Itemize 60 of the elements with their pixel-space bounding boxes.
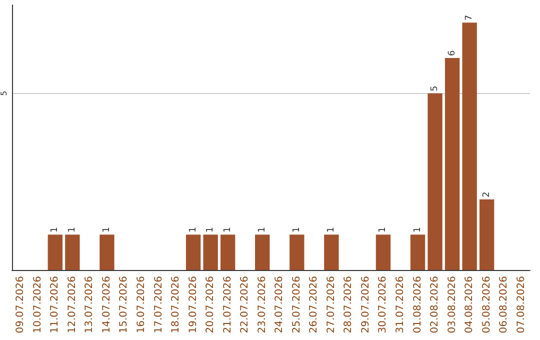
x-tick-label: 05.08.2026 [481, 276, 492, 334]
x-tick-label: 10.07.2026 [32, 276, 44, 334]
x-tick-label: 18.07.2026 [170, 276, 182, 334]
data-label: 1 [222, 226, 233, 233]
x-tick-label: 19.07.2026 [188, 276, 199, 334]
x-tick-label: 29.07.2026 [360, 276, 372, 334]
bar [100, 234, 114, 270]
data-label: 1 [206, 226, 216, 233]
x-tick-label: 28.07.2026 [343, 276, 354, 334]
x-tick-label: 27.07.2026 [326, 276, 337, 334]
data-label: 1 [292, 226, 302, 233]
bar [48, 234, 63, 270]
data-label: 1 [188, 226, 198, 233]
data-label: 1 [50, 226, 60, 233]
x-tick-label: 30.07.2026 [378, 276, 389, 334]
bar [255, 234, 270, 270]
x-tick-label: 20.07.2026 [205, 276, 216, 334]
bar [324, 234, 339, 270]
x-tick-label: 07.08.2026 [516, 276, 527, 334]
bar [462, 22, 477, 270]
data-label: 1 [67, 226, 78, 233]
bar [290, 234, 304, 270]
x-tick-label: 31.07.2026 [395, 276, 406, 334]
x-tick-label: 04.08.2026 [464, 276, 476, 334]
x-tick-label: 12.07.2026 [66, 276, 78, 334]
x-tick-label: 21.07.2026 [222, 276, 234, 334]
x-tick-label: 03.08.2026 [446, 276, 458, 334]
bar [479, 199, 494, 270]
x-tick-label: 01.08.2026 [412, 276, 424, 334]
data-label: 1 [326, 226, 336, 233]
bar [65, 234, 80, 270]
x-tick-label: 22.07.2026 [240, 276, 251, 334]
x-tick-label: 16.07.2026 [136, 276, 147, 334]
data-label: 1 [378, 226, 388, 233]
x-tick-label: 14.07.2026 [101, 276, 112, 334]
bar [220, 234, 236, 270]
data-label: 1 [102, 226, 112, 233]
data-label: 1 [412, 226, 423, 233]
x-tick-label: 11.07.2026 [50, 276, 61, 334]
x-tick-label: 24.07.2026 [274, 276, 286, 334]
bar [376, 234, 391, 270]
x-tick-label: 13.07.2026 [84, 276, 96, 334]
bar [203, 234, 218, 270]
x-tick-label: 23.07.2026 [256, 276, 268, 334]
data-label: 7 [464, 14, 475, 21]
x-tick-label: 06.08.2026 [498, 276, 510, 334]
bar [444, 58, 460, 270]
data-label: 1 [257, 226, 268, 233]
bar [186, 234, 201, 270]
x-tick-label: 26.07.2026 [308, 276, 320, 334]
data-label: 6 [447, 50, 458, 56]
bar [428, 93, 442, 270]
bar [410, 234, 426, 270]
x-tick-label: 25.07.2026 [291, 276, 302, 334]
data-label: 5 [430, 86, 440, 92]
data-label: 2 [482, 192, 492, 198]
x-tick-label: 09.07.2026 [15, 276, 26, 334]
x-tick-label: 15.07.2026 [118, 276, 130, 334]
x-tick-label: 17.07.2026 [153, 276, 164, 334]
x-tick-label: 02.08.2026 [430, 276, 441, 334]
